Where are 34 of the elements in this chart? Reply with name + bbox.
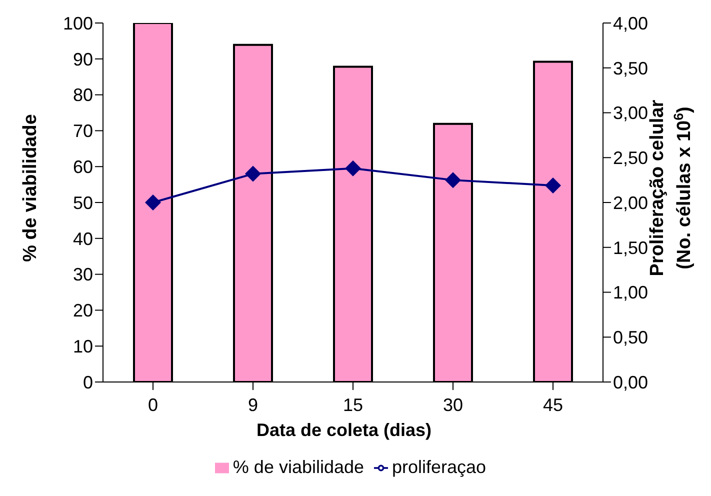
y2-tick-label: 0,50	[613, 328, 648, 348]
y-tick-label: 90	[72, 49, 93, 70]
y-tick-label: 0	[82, 372, 93, 392]
x-tick-label: 15	[342, 394, 364, 415]
y-tick-label: 100	[62, 13, 93, 34]
y2-tick-label: 2,00	[613, 192, 648, 213]
y-tick-label: 10	[72, 336, 93, 356]
point	[345, 160, 361, 176]
y-tick-label: 20	[72, 300, 93, 321]
y-tick-label: 70	[72, 121, 93, 142]
y2-tick-label: 3,50	[613, 58, 648, 78]
x-tick-label: 30	[442, 394, 464, 415]
x-tick-label: 0	[148, 394, 158, 415]
x-axis-title: Data de coleta (dias)	[256, 420, 432, 440]
x-tick-label: 9	[248, 394, 258, 415]
y-tick-label: 30	[72, 264, 93, 285]
y-axis-title: % de viabilidade	[20, 114, 41, 262]
point	[145, 194, 161, 210]
point	[245, 166, 261, 182]
y2-tick-label: 3,00	[613, 103, 648, 124]
legend-label: % de viabilidade	[232, 457, 364, 477]
y-tick-label: 60	[72, 156, 93, 177]
y-tick-label: 50	[72, 192, 93, 213]
x-tick-label: 45	[542, 394, 564, 415]
y2-tick-label: 4,00	[613, 13, 648, 34]
point	[545, 177, 561, 194]
point	[445, 172, 461, 188]
y-tick-label: 80	[72, 85, 93, 106]
legend-label: proliferaçao	[392, 457, 486, 477]
y2-tick-label: 2,50	[613, 148, 648, 168]
y2-tick-label: 1,00	[613, 282, 648, 303]
y2-tick-label: 1,50	[613, 238, 648, 258]
y2-tick-label: 0,00	[613, 372, 648, 392]
y-tick-label: 40	[72, 228, 93, 249]
